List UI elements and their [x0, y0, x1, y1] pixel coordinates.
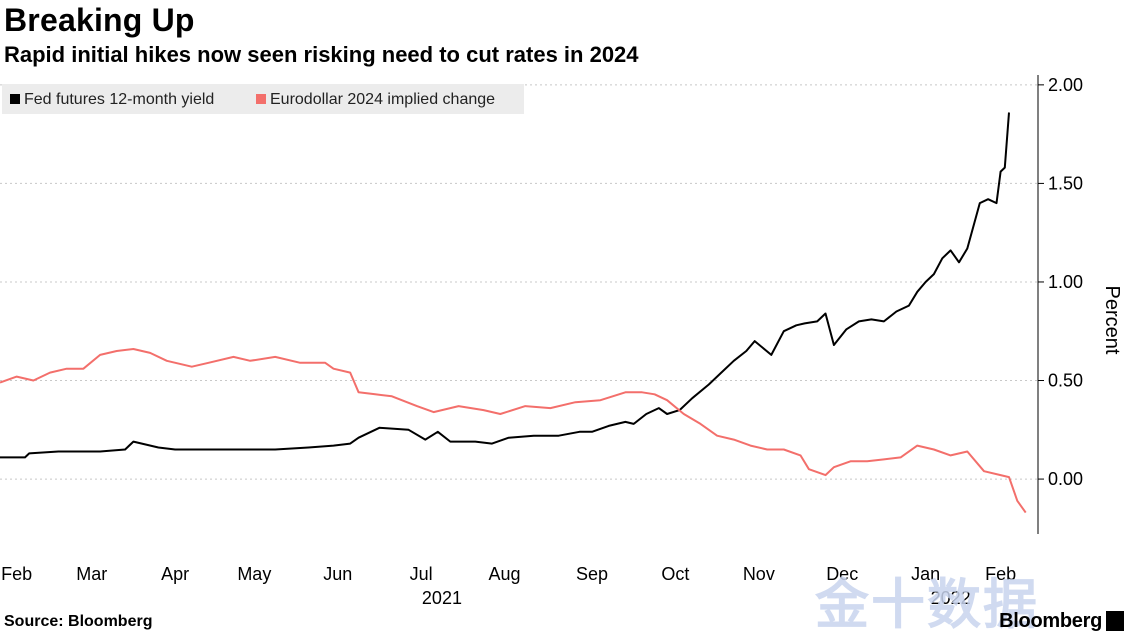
source-note: Source: Bloomberg	[4, 613, 153, 630]
x-tick-label: Oct	[661, 564, 689, 584]
x-tick-label: May	[237, 564, 271, 584]
x-tick-label: Jan	[911, 564, 940, 584]
x-tick-label: Jun	[323, 564, 352, 584]
x-tick-label: Nov	[743, 564, 775, 584]
y-axis-label: Percent	[1101, 286, 1123, 355]
legend-swatch-1	[10, 94, 20, 104]
y-tick-label: 0.50	[1048, 371, 1083, 391]
x-tick-label: Apr	[161, 564, 189, 584]
x-tick-label: Mar	[76, 564, 107, 584]
legend-label-2: Eurodollar 2024 implied change	[270, 91, 495, 108]
x-tick-label: Dec	[826, 564, 858, 584]
series-line-2	[0, 348, 1027, 514]
x-tick-label: Feb	[1, 564, 32, 584]
x-year-label: 2021	[422, 588, 462, 608]
line-chart: 0.00 0.50 1.00 1.50 2.00 Percent Feb Mar Apr May J…	[0, 75, 1123, 608]
x-tick-label: Feb	[985, 564, 1016, 584]
watermark: 金十数据	[815, 575, 1039, 635]
series-line-1	[0, 112, 1010, 459]
bloomberg-logo-icon	[1106, 611, 1124, 631]
legend-label-1: Fed futures 12-month yield	[24, 91, 214, 108]
y-tick-label: 0.00	[1048, 469, 1083, 489]
x-tick-label: Jul	[410, 564, 433, 584]
chart-title: Breaking Up	[4, 2, 195, 38]
y-tick-label: 1.50	[1048, 173, 1083, 193]
chart-subtitle: Rapid initial hikes now seen risking nee…	[4, 42, 639, 67]
x-tick-label: Aug	[488, 564, 520, 584]
legend-swatch-2	[256, 94, 266, 104]
x-year-label: 2022	[931, 588, 971, 608]
y-tick-label: 2.00	[1048, 75, 1083, 95]
brand-label: Bloomberg	[999, 610, 1102, 632]
x-tick-label: Sep	[576, 564, 608, 584]
y-tick-label: 1.00	[1048, 272, 1083, 292]
